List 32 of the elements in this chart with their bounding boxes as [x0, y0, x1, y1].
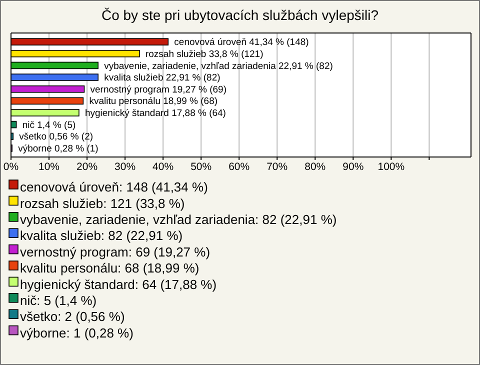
data-label: vybavenie, zariadenie, vzhľad zariadenia 22,91 % (82): [104, 60, 333, 72]
legend-label: vernostný program: 69 (19,27 %): [20, 244, 210, 260]
legend-label: nič: 5 (1,4 %): [20, 292, 97, 308]
legend-label: vybavenie, zariadenie, vzhľad zariadenia: 82 (22,91 %): [20, 212, 337, 227]
legend-label: hygienický štandard: 64 (17,88 %): [20, 276, 217, 292]
x-tick-label: 20%: [76, 161, 98, 173]
x-tick-label: 30%: [114, 161, 136, 173]
x-tick-label: 40%: [152, 161, 174, 173]
x-tick-label: 70%: [266, 161, 288, 173]
data-label: cenovová úroveň 41,34 % (148): [174, 37, 309, 48]
data-label: kvalitu personálu 18,99 % (68): [89, 96, 218, 108]
x-tick-label: 60%: [228, 161, 250, 173]
legend-label: kvalita služieb: 82 (22,91 %): [20, 228, 183, 244]
x-tick-label: 80%: [304, 161, 326, 173]
x-tick-label: 90%: [342, 161, 364, 173]
data-label: kvalita služieb 22,91 % (82): [104, 72, 220, 84]
x-tick-label: 50%: [190, 161, 212, 173]
chart-title: Čo by ste pri ubytovacích službách vylepšili?: [101, 7, 379, 23]
x-tick-label: 100%: [378, 161, 405, 173]
data-label: vernostný program 19,27 % (69): [90, 84, 226, 96]
legend-label: kvalitu personálu: 68 (18,99 %): [20, 260, 200, 276]
data-label: nič 1,4 % (5): [22, 120, 76, 131]
data-label: všetko 0,56 % (2): [19, 132, 94, 143]
x-tick-label: 10%: [38, 161, 60, 173]
x-tick-label: 0%: [3, 161, 19, 173]
data-label: rozsah služieb 33,8 % (121): [145, 48, 264, 60]
data-label: výborne 0,28 % (1): [18, 144, 98, 155]
data-label: hygienický štandard 17,88 % (64): [84, 108, 226, 120]
legend-label: výborne: 1 (0,28 %): [20, 325, 134, 340]
legend-label: rozsah služieb: 121 (33,8 %): [20, 196, 185, 211]
legend-label: všetko: 2 (0,56 %): [20, 309, 125, 324]
legend-label: cenovová úroveň: 148 (41,34 %): [20, 180, 208, 195]
